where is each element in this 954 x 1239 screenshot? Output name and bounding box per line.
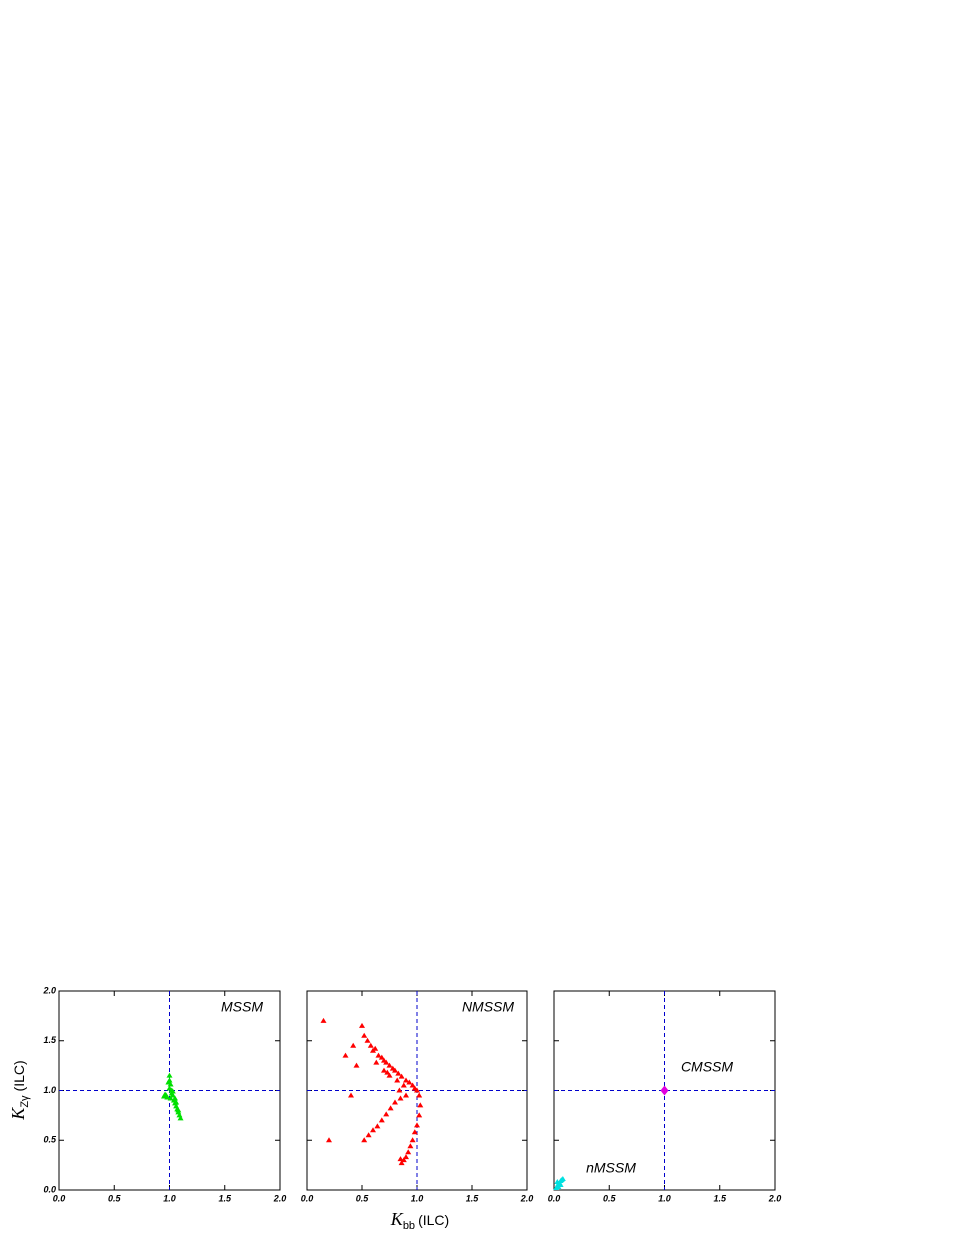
data-point	[407, 1143, 414, 1149]
data-point	[406, 1079, 413, 1085]
x-tick-label: 0.0	[548, 1193, 561, 1203]
data-point	[416, 1092, 423, 1098]
data-point	[384, 1069, 391, 1075]
data-point	[559, 1176, 566, 1182]
y-symbol: K	[8, 1107, 28, 1121]
data-point	[367, 1042, 374, 1048]
data-point	[405, 1149, 412, 1155]
data-point	[403, 1154, 409, 1160]
x-tick-label: 0.0	[53, 1193, 66, 1203]
y-tick-label: 0.5	[43, 1135, 57, 1145]
y-tick-label: 1.0	[43, 1085, 56, 1095]
data-point	[398, 1160, 405, 1166]
data-point	[172, 1095, 179, 1101]
data-point	[409, 1082, 416, 1088]
data-point	[162, 1091, 169, 1097]
data-point	[361, 1137, 368, 1143]
data-point	[660, 1085, 669, 1096]
data-point	[381, 1067, 387, 1073]
x-tick-label: 0.5	[603, 1193, 617, 1203]
data-point	[372, 1045, 379, 1051]
data-point	[414, 1087, 420, 1093]
data-point	[169, 1088, 176, 1094]
data-point	[386, 1072, 393, 1078]
data-point	[396, 1087, 403, 1093]
data-point	[397, 1156, 404, 1162]
data-point	[165, 1079, 172, 1085]
data-point	[164, 1094, 171, 1100]
series-label: NMSSM	[462, 999, 514, 1015]
y-tick-label: 1.5	[43, 1035, 57, 1045]
data-point	[557, 1182, 564, 1188]
y-unit: (ILC)	[11, 1060, 27, 1091]
data-point	[359, 1022, 365, 1028]
x-tick-label: 0.5	[356, 1193, 370, 1203]
data-point	[370, 1127, 376, 1133]
y-subscript: Zγ	[19, 1095, 31, 1108]
data-point	[326, 1137, 332, 1143]
data-point	[175, 1107, 182, 1113]
x-tick-label: 2.0	[273, 1193, 287, 1203]
data-point	[392, 1099, 398, 1105]
data-point	[374, 1123, 381, 1129]
data-point	[383, 1059, 390, 1065]
data-point	[398, 1073, 405, 1079]
data-point	[417, 1102, 424, 1108]
x-tick-label: 1.0	[411, 1193, 424, 1203]
data-point	[414, 1122, 420, 1128]
data-point	[350, 1042, 357, 1048]
data-point	[378, 1054, 385, 1060]
data-point	[400, 1082, 407, 1088]
x-subscript: bb	[403, 1220, 415, 1232]
data-point	[383, 1111, 390, 1117]
data-point	[403, 1077, 409, 1083]
data-point	[361, 1032, 368, 1038]
series-label: MSSM	[221, 999, 263, 1015]
data-point	[394, 1077, 401, 1083]
data-point	[342, 1052, 349, 1058]
data-point	[403, 1092, 409, 1098]
data-point	[411, 1129, 418, 1135]
x-tick-label: 2.0	[520, 1193, 534, 1203]
data-point	[409, 1137, 416, 1143]
data-point	[387, 1105, 394, 1111]
x-tick-label: 1.0	[163, 1193, 176, 1203]
data-point	[397, 1095, 404, 1101]
x-tick-label: 2.0	[768, 1193, 782, 1203]
data-point	[386, 1062, 393, 1068]
x-tick-label: 1.5	[466, 1193, 480, 1203]
data-point	[365, 1132, 372, 1138]
data-point	[166, 1072, 173, 1078]
data-point	[167, 1095, 174, 1101]
x-unit: (ILC)	[418, 1212, 449, 1228]
y-tick-label: 0.0	[43, 1184, 56, 1194]
data-point	[373, 1059, 380, 1065]
data-point	[378, 1117, 385, 1123]
y-axis-label: KZγ (ILC)	[8, 1060, 31, 1120]
data-point	[416, 1112, 423, 1118]
y-tick-label: 2.0	[42, 985, 56, 995]
data-point	[173, 1099, 180, 1105]
data-point	[554, 1179, 561, 1185]
x-tick-label: 1.5	[713, 1193, 727, 1203]
data-point	[320, 1017, 327, 1023]
x-tick-label: 1.5	[218, 1193, 232, 1203]
x-tick-label: 0.0	[301, 1193, 314, 1203]
x-tick-label: 1.0	[658, 1193, 671, 1203]
data-point	[395, 1070, 402, 1076]
x-axis-label: Kbb (ILC)	[390, 1209, 449, 1232]
data-point	[353, 1062, 360, 1068]
series-label: CMSSM	[681, 1059, 733, 1075]
data-point	[177, 1115, 184, 1121]
data-point	[364, 1037, 371, 1043]
series-label: nMSSM	[586, 1160, 636, 1176]
data-point	[348, 1092, 354, 1098]
x-symbol: K	[390, 1209, 404, 1229]
data-point	[392, 1067, 398, 1073]
x-tick-label: 0.5	[108, 1193, 122, 1203]
data-point	[375, 1052, 382, 1058]
